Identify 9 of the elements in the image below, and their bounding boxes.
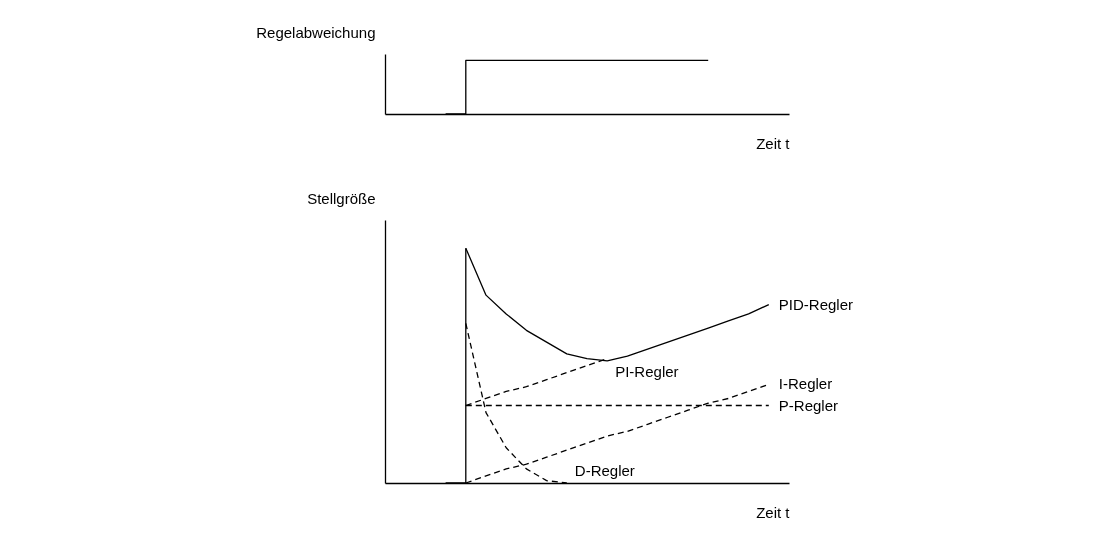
y-axis-title: Stellgröße — [307, 189, 376, 207]
series-label: PID-Regler — [778, 295, 853, 313]
series-label: PI-Regler — [615, 362, 679, 380]
x-axis-title: Zeit t — [756, 503, 791, 521]
series-label: D-Regler — [574, 462, 635, 479]
series-label: I-Regler — [778, 375, 833, 393]
y-axis-title: Regelabweichung — [256, 23, 376, 41]
series-label: P-Regler — [778, 396, 838, 414]
x-axis-title: Zeit t — [756, 134, 791, 152]
